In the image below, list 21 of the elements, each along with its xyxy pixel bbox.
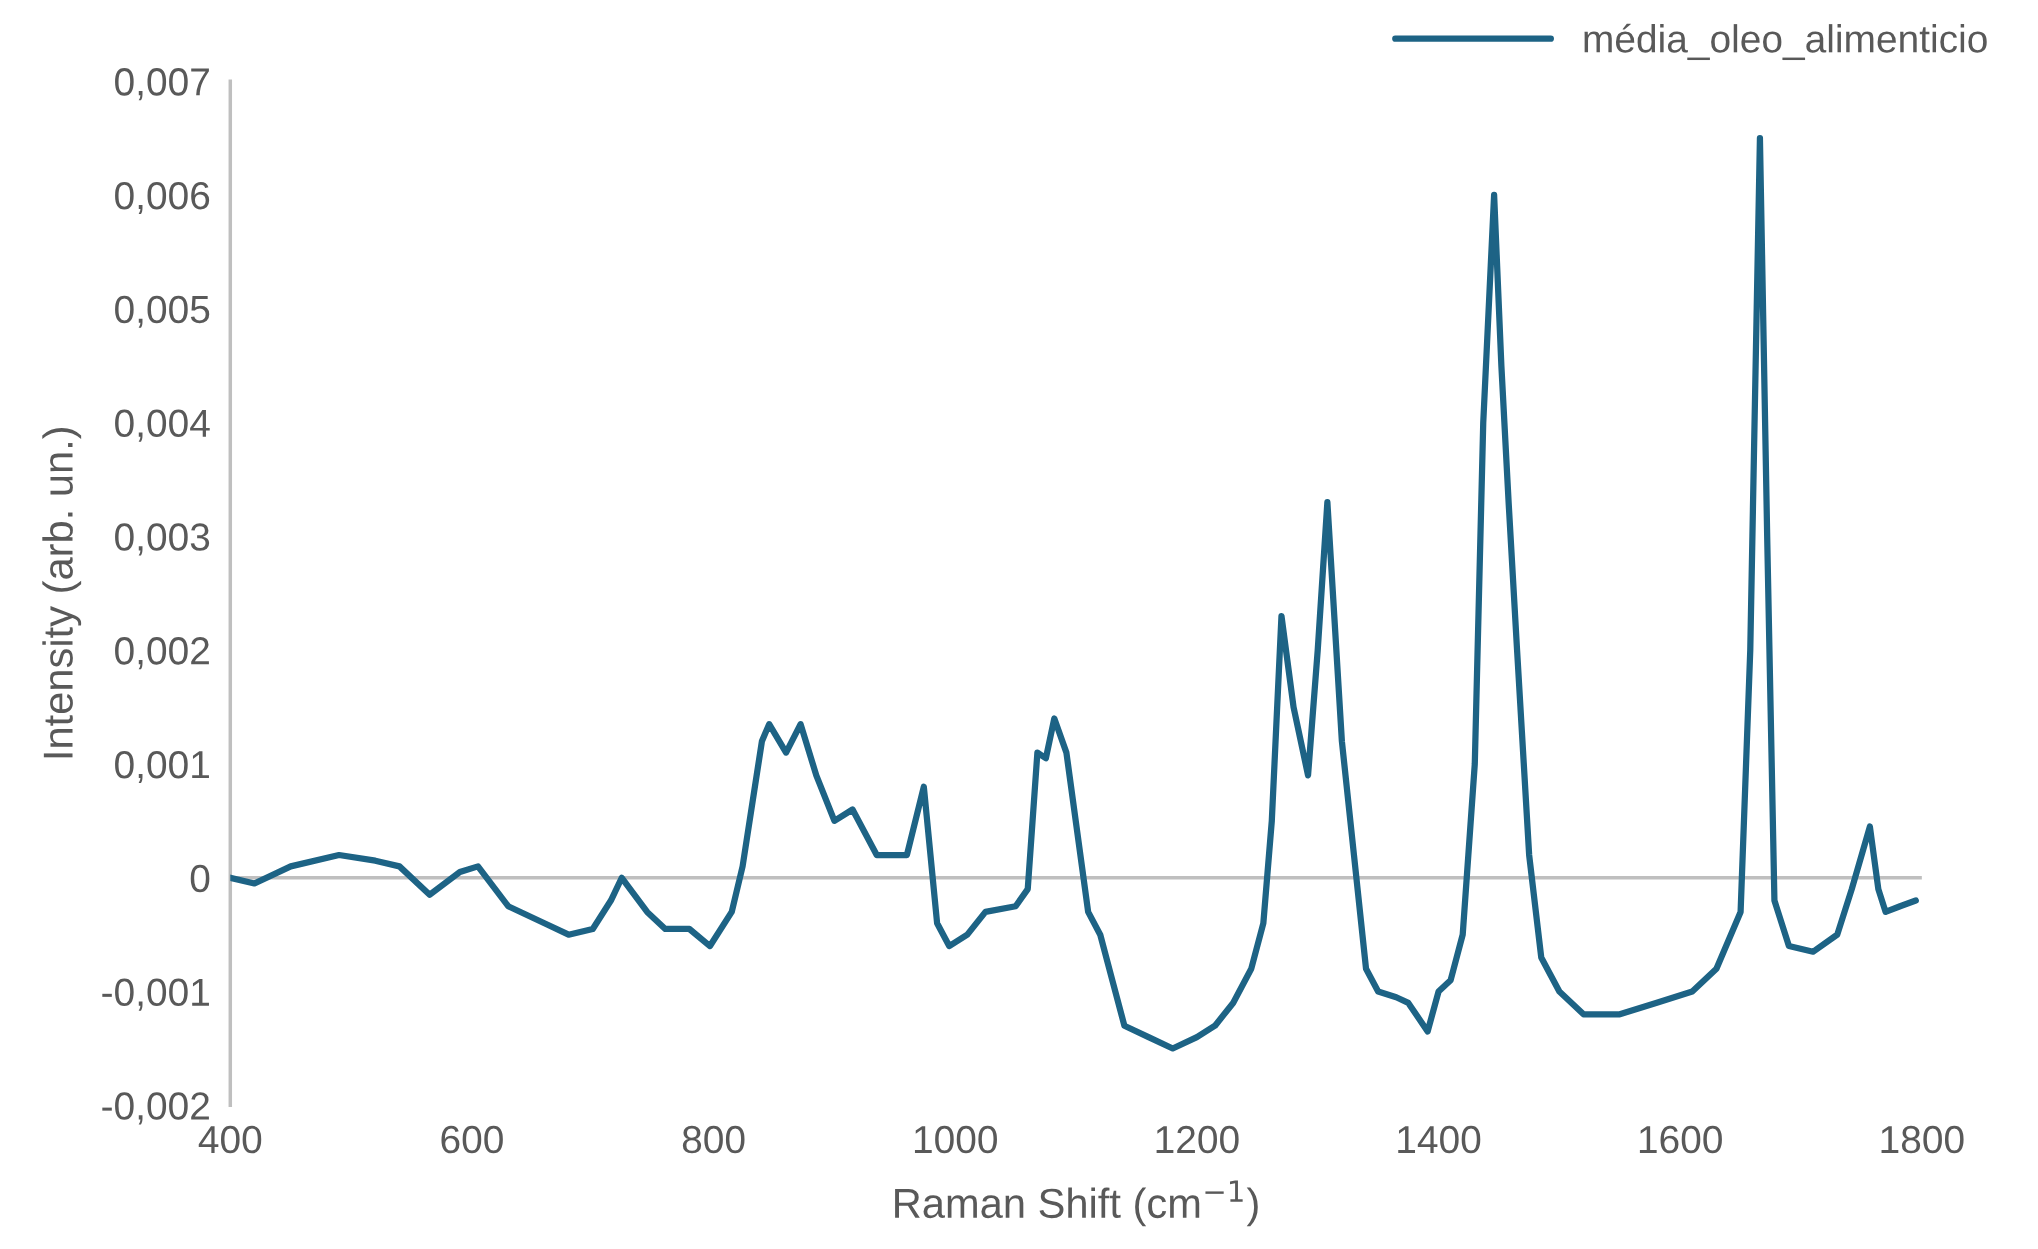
y-tick-label: -0,001 — [102, 978, 209, 1011]
x-tick-label: 1400 — [1398, 1125, 1481, 1154]
x-tick-label: 1000 — [914, 1125, 997, 1154]
y-axis-title: Intensity (arb. un.) — [42, 427, 82, 758]
x-tick-label: 1800 — [1881, 1125, 1964, 1154]
y-tick-label: 0,005 — [115, 295, 210, 328]
y-tick-label: 0,001 — [115, 750, 209, 784]
x-axis-title: Raman Shift (cm$^{−1}$) — [895, 1180, 1258, 1227]
y-tick-label: 0,007 — [115, 68, 209, 101]
legend-label: média_oleo_alimenticio — [1584, 23, 1987, 61]
y-tick-label: 0,006 — [115, 181, 210, 215]
x-tick-label: 1200 — [1156, 1125, 1239, 1154]
y-tick-label: -0,002 — [102, 1092, 209, 1125]
y-tick-label: 0 — [190, 864, 210, 893]
y-tick-label: 0,004 — [115, 409, 210, 442]
x-tick-label: 400 — [198, 1125, 262, 1154]
y-tick-label: 0,003 — [115, 523, 210, 556]
x-tick-label: 1600 — [1639, 1125, 1722, 1154]
y-tick-label: 0,002 — [115, 637, 209, 670]
x-tick-label: 600 — [441, 1125, 503, 1154]
x-tick-label: 800 — [682, 1125, 745, 1154]
